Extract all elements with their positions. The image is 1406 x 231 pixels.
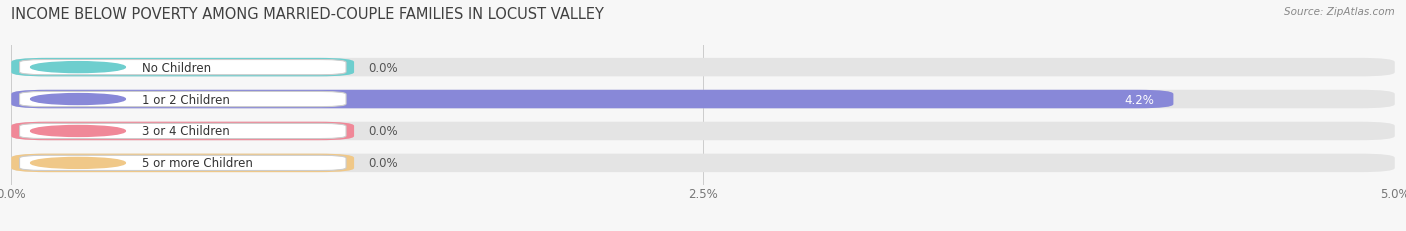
- Text: No Children: No Children: [142, 61, 211, 74]
- FancyBboxPatch shape: [11, 59, 1395, 77]
- FancyBboxPatch shape: [11, 154, 1395, 172]
- FancyBboxPatch shape: [20, 124, 346, 139]
- FancyBboxPatch shape: [11, 122, 1395, 141]
- Text: 5 or more Children: 5 or more Children: [142, 157, 253, 170]
- FancyBboxPatch shape: [20, 92, 346, 107]
- Circle shape: [31, 158, 125, 169]
- Text: 1 or 2 Children: 1 or 2 Children: [142, 93, 229, 106]
- FancyBboxPatch shape: [20, 60, 346, 75]
- Text: 0.0%: 0.0%: [368, 157, 398, 170]
- FancyBboxPatch shape: [11, 90, 1395, 109]
- FancyBboxPatch shape: [11, 122, 354, 141]
- Text: 0.0%: 0.0%: [368, 61, 398, 74]
- Text: 4.2%: 4.2%: [1125, 93, 1154, 106]
- Text: 3 or 4 Children: 3 or 4 Children: [142, 125, 229, 138]
- Circle shape: [31, 94, 125, 105]
- FancyBboxPatch shape: [11, 154, 354, 172]
- FancyBboxPatch shape: [11, 59, 354, 77]
- Text: Source: ZipAtlas.com: Source: ZipAtlas.com: [1284, 7, 1395, 17]
- FancyBboxPatch shape: [20, 156, 346, 171]
- Text: INCOME BELOW POVERTY AMONG MARRIED-COUPLE FAMILIES IN LOCUST VALLEY: INCOME BELOW POVERTY AMONG MARRIED-COUPL…: [11, 7, 605, 22]
- Text: 0.0%: 0.0%: [368, 125, 398, 138]
- Circle shape: [31, 62, 125, 73]
- Circle shape: [31, 126, 125, 137]
- FancyBboxPatch shape: [11, 90, 1174, 109]
